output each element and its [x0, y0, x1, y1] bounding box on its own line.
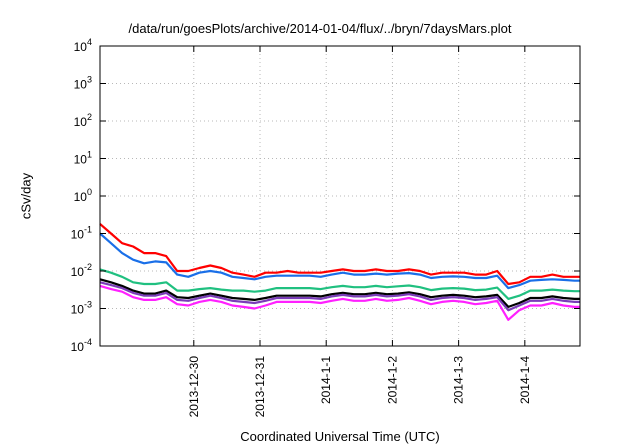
x-tick-label: 2014-1-4 — [518, 356, 532, 404]
x-axis-label: Coordinated Universal Time (UTC) — [240, 429, 440, 444]
series-line-3 — [99, 268, 580, 300]
y-tick-label: 10-4 — [71, 337, 92, 354]
y-axis-label: cSv/day — [18, 172, 34, 220]
y-tick-label: 103 — [74, 75, 92, 92]
series-line-1 — [99, 223, 580, 286]
x-tick-label: 2014-1-3 — [452, 356, 466, 404]
y-tick-label: 101 — [74, 150, 92, 167]
x-tick-label: 2013-12-30 — [187, 356, 201, 418]
axis-ticks: 10-4 10-3 10-2 10-1 100 101 102 103 104 2013-12-3… — [71, 37, 580, 417]
series-line-5 — [99, 281, 580, 312]
y-tick-label: 104 — [74, 37, 92, 54]
y-tick-label: 100 — [74, 187, 92, 204]
series-line-4 — [99, 278, 580, 308]
y-tick-label: 10-1 — [71, 225, 92, 242]
data-series — [99, 223, 580, 321]
y-tick-label: 102 — [74, 112, 92, 129]
y-tick-label: 10-3 — [71, 300, 92, 317]
y-tick-label: 10-2 — [71, 262, 92, 279]
x-tick-label: 2013-12-31 — [253, 356, 267, 418]
x-tick-label: 2014-1-2 — [385, 356, 399, 404]
grid-lines — [100, 46, 580, 346]
chart-title: /data/run/goesPlots/archive/2014-01-04/f… — [128, 21, 512, 36]
series-line-6 — [99, 284, 580, 321]
series-line-2 — [99, 232, 580, 290]
x-tick-label: 2014-1-1 — [319, 356, 333, 404]
